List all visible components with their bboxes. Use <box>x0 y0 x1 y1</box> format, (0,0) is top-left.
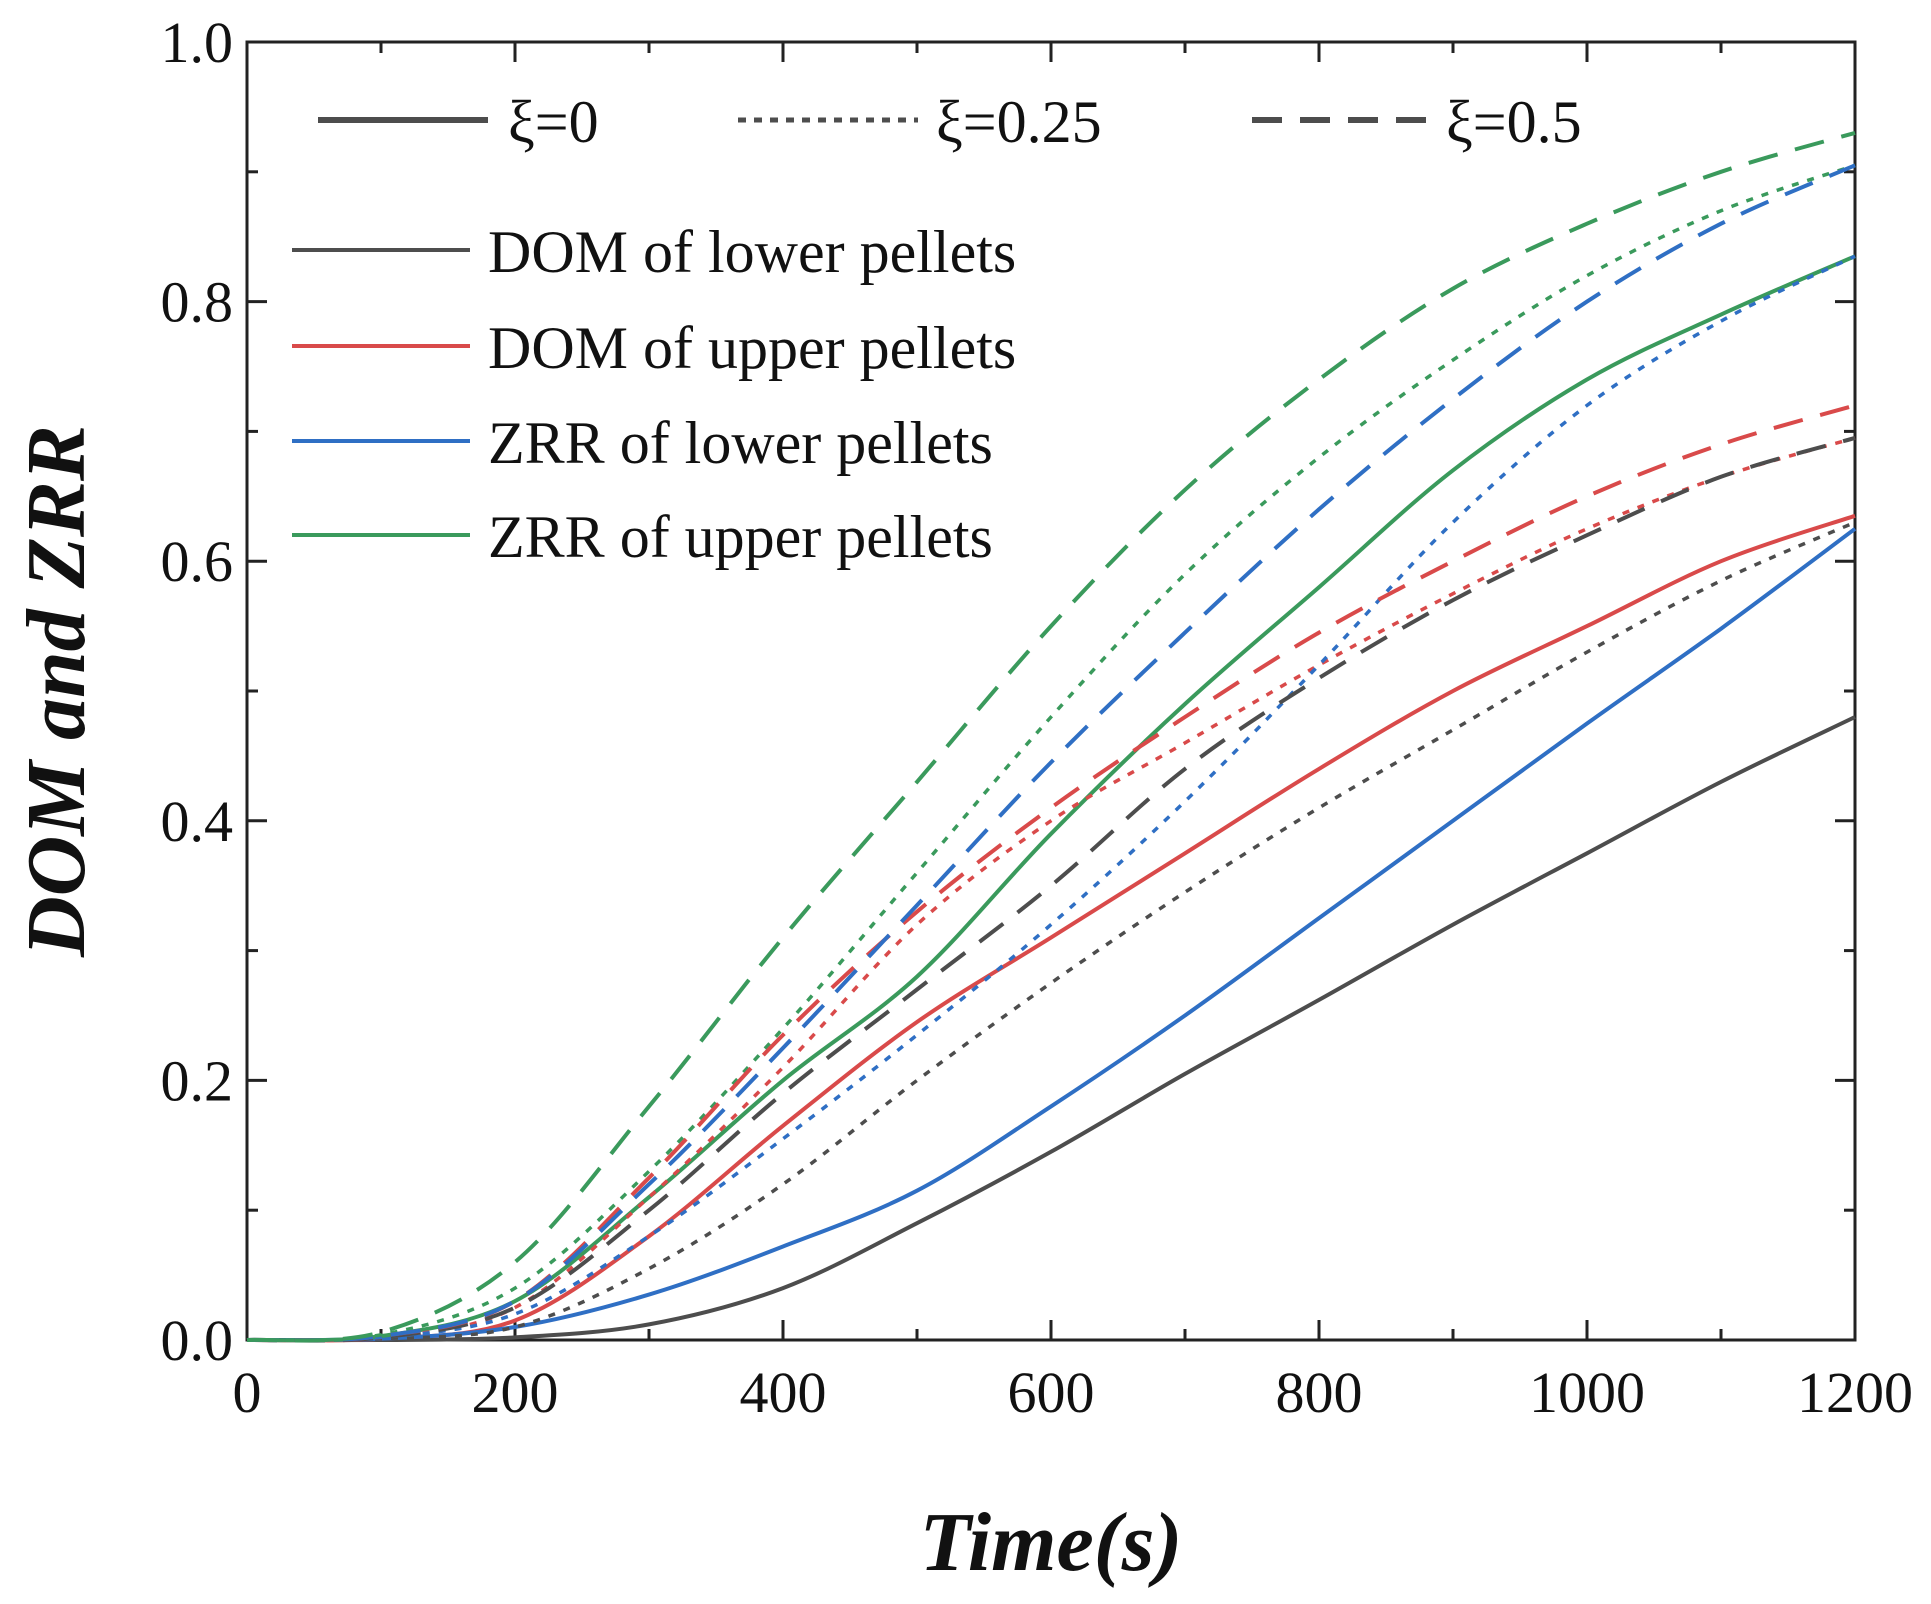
legend-label-dom-upper: DOM of upper pellets <box>488 315 1016 381</box>
series-line-dom-of-upper-pellets-solid <box>246 513 1856 1343</box>
legend-label-dom-lower: DOM of lower pellets <box>488 219 1016 285</box>
legend-label-zrr-upper: ZRR of upper pellets <box>488 504 993 570</box>
legend-label-xi-0: ξ=0 <box>508 89 599 155</box>
series-line-dom-of-lower-pellets-dotted <box>246 520 1856 1342</box>
axis-ticks <box>245 40 1857 1342</box>
y-tick-labels: 0.0 0.2 0.4 0.6 0.8 1.0 <box>161 10 234 1373</box>
x-tick-labels: 0 200 400 600 800 1000 1200 <box>233 1360 1914 1425</box>
x-tick-label: 1000 <box>1529 1360 1645 1425</box>
x-tick-label: 600 <box>1008 1360 1095 1425</box>
x-tick-label: 200 <box>472 1360 559 1425</box>
legend: ξ=0 ξ=0.25 ξ=0.5 DOM of lower pellets DO… <box>292 89 1582 570</box>
legend-label-xi-025: ξ=0.25 <box>936 89 1102 155</box>
legend-label-xi-05: ξ=0.5 <box>1446 89 1582 155</box>
series-line-dom-of-upper-pellets-dashed <box>246 403 1856 1343</box>
x-axis-title: Time(s) <box>920 1496 1183 1589</box>
x-tick-label: 400 <box>740 1360 827 1425</box>
legend-label-zrr-lower: ZRR of lower pellets <box>488 410 993 476</box>
y-tick-label: 1.0 <box>161 10 234 75</box>
x-tick-label: 1200 <box>1797 1360 1913 1425</box>
series-line-zrr-of-upper-pellets-dashed <box>246 130 1856 1343</box>
series-line-zrr-of-lower-pellets-dotted <box>246 254 1856 1342</box>
y-tick-label: 0.2 <box>161 1048 234 1113</box>
series-lines <box>246 130 1857 1343</box>
x-tick-label: 800 <box>1276 1360 1363 1425</box>
y-tick-label: 0.6 <box>161 529 234 594</box>
series-line-zrr-of-upper-pellets-dotted <box>246 163 1856 1343</box>
series-line-zrr-of-lower-pellets-dashed <box>246 163 1856 1343</box>
y-tick-label: 0.0 <box>161 1308 234 1373</box>
series-line-dom-of-lower-pellets-dashed <box>246 435 1856 1343</box>
y-tick-label: 0.4 <box>161 789 234 854</box>
y-axis-title: DOM and ZRR <box>10 425 103 958</box>
series-line-dom-of-upper-pellets-dotted <box>246 436 1856 1343</box>
series-line-dom-of-lower-pellets-solid <box>246 715 1856 1343</box>
y-tick-label: 0.8 <box>161 270 234 335</box>
series-line-zrr-of-lower-pellets-solid <box>246 527 1857 1343</box>
x-tick-label: 0 <box>233 1360 262 1425</box>
